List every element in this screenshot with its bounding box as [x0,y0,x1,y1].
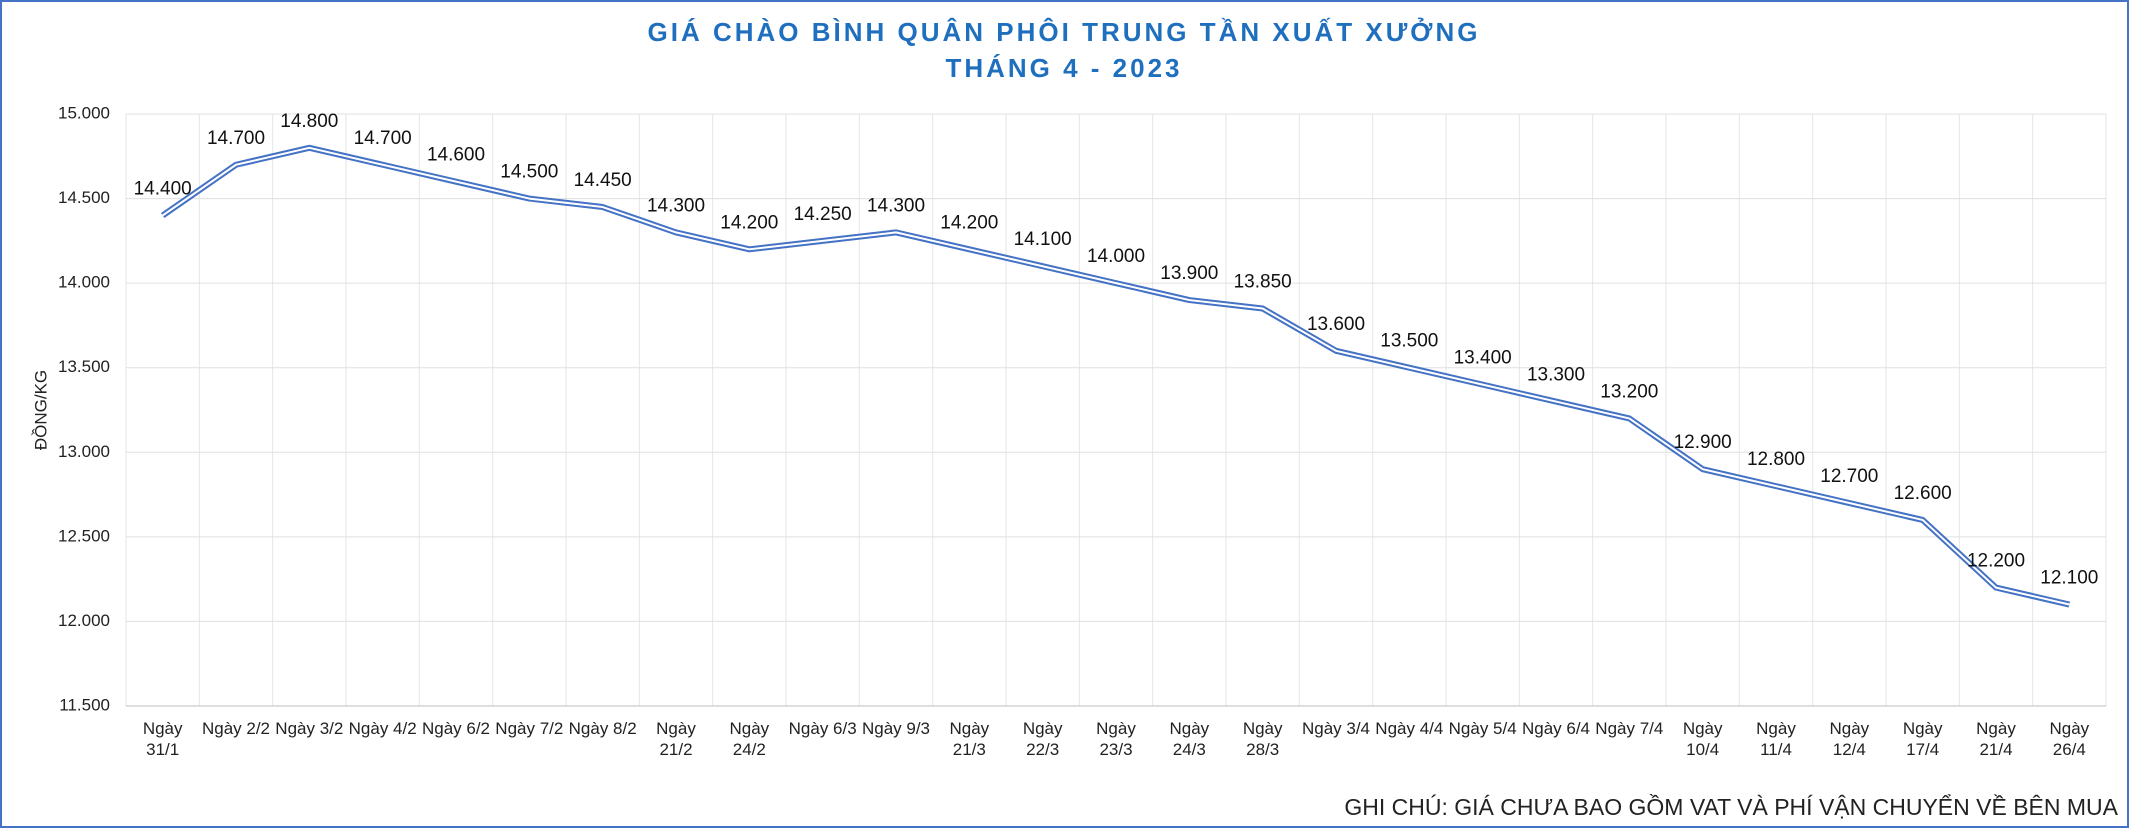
data-label: 12.700 [1820,466,1878,487]
note: GHI CHÚ: GIÁ CHƯA BAO GỒM VAT VÀ PHÍ VẬN… [1344,793,2118,820]
x-tick-label: Ngày 4/2 [348,719,417,738]
data-label: 12.900 [1674,432,1732,453]
data-label: 14.100 [1014,229,1072,250]
x-tick-label: Ngày 24/2 [729,719,770,759]
data-label: 12.100 [2040,568,2098,589]
y-tick-label: 13.000 [58,442,110,461]
line-highlight [162,146,2070,606]
data-label: 13.900 [1160,263,1218,284]
x-tick-label: Ngày 3/4 [1301,719,1371,738]
x-tick-label: Ngày 3/2 [275,719,344,738]
chart-subtitle: THÁNG 4 - 2023 [945,53,1182,83]
y-tick-label: 14.000 [58,273,110,292]
x-tick-label: Ngày 28/3 [1242,719,1283,759]
y-tick-label: 13.500 [58,357,110,376]
data-label: 12.800 [1747,449,1805,470]
data-label: 14.000 [1087,246,1145,267]
x-tick-label: Ngày 12/4 [1829,719,1870,759]
x-tick-label: Ngày 26/4 [2049,719,2090,759]
x-tick-label: Ngày 6/2 [421,719,491,738]
data-label: 13.850 [1234,272,1292,293]
y-tick-label: 12.500 [58,526,110,545]
data-label: 13.500 [1380,331,1438,352]
data-label: 14.200 [720,212,778,233]
x-tick-label: Ngày 21/3 [949,719,990,759]
data-label: 14.800 [280,111,338,132]
data-label: 13.300 [1527,365,1585,386]
x-tick-label: Ngày 6/4 [1521,719,1591,738]
x-tick-label: Ngày 5/4 [1448,719,1517,738]
chart-title: GIÁ CHÀO BÌNH QUÂN PHÔI TRUNG TẦN XUẤT X… [648,16,1481,47]
y-tick-label: 12.000 [58,611,110,630]
data-label: 12.600 [1894,483,1952,504]
data-label: 14.500 [500,162,558,183]
x-tick-label: Ngày 7/4 [1595,719,1664,738]
x-tick-label: Ngày 10/4 [1682,719,1723,759]
x-tick-label: Ngày 6/3 [788,719,857,738]
data-label: 14.200 [940,212,998,233]
x-tick-label: Ngày 24/3 [1169,719,1210,759]
data-label: 14.400 [134,179,192,200]
data-label: 13.200 [1600,381,1658,402]
data-label: 13.400 [1454,348,1512,369]
x-tick-label: Ngày 23/3 [1096,719,1136,759]
x-tick-label: Ngày 11/4 [1756,719,1796,759]
data-label: 13.600 [1307,314,1365,335]
x-tick-label: Ngày 17/4 [1902,719,1943,759]
x-tick-label: Ngày 2/2 [201,719,271,738]
x-tick-label: Ngày 8/2 [568,719,637,738]
data-label: 14.300 [647,195,705,216]
y-tick-label: 15.000 [58,103,110,122]
data-label: 14.250 [794,204,852,225]
y-tick-label: 11.500 [59,695,110,714]
x-tick-label: Ngày 4/4 [1375,719,1444,738]
x-tick-label: Ngày 7/2 [495,719,564,738]
data-label: 14.450 [574,170,632,191]
data-label: 14.700 [207,128,265,149]
data-label: 14.600 [427,145,485,166]
y-tick-label: 14.500 [58,188,110,207]
line [160,144,2071,608]
data-label: 12.200 [1967,551,2025,572]
data-label: 14.300 [867,195,925,216]
data-label: 14.700 [354,128,412,149]
x-tick-label: Ngày 21/4 [1976,719,2016,759]
x-tick-label: Ngày 31/1 [142,719,183,759]
x-tick-label: Ngày 9/3 [861,719,931,738]
x-tick-label: Ngày 22/3 [1022,719,1063,759]
y-axis-label: ĐỒNG/KG [31,370,50,450]
x-tick-label: Ngày 21/2 [656,719,696,759]
